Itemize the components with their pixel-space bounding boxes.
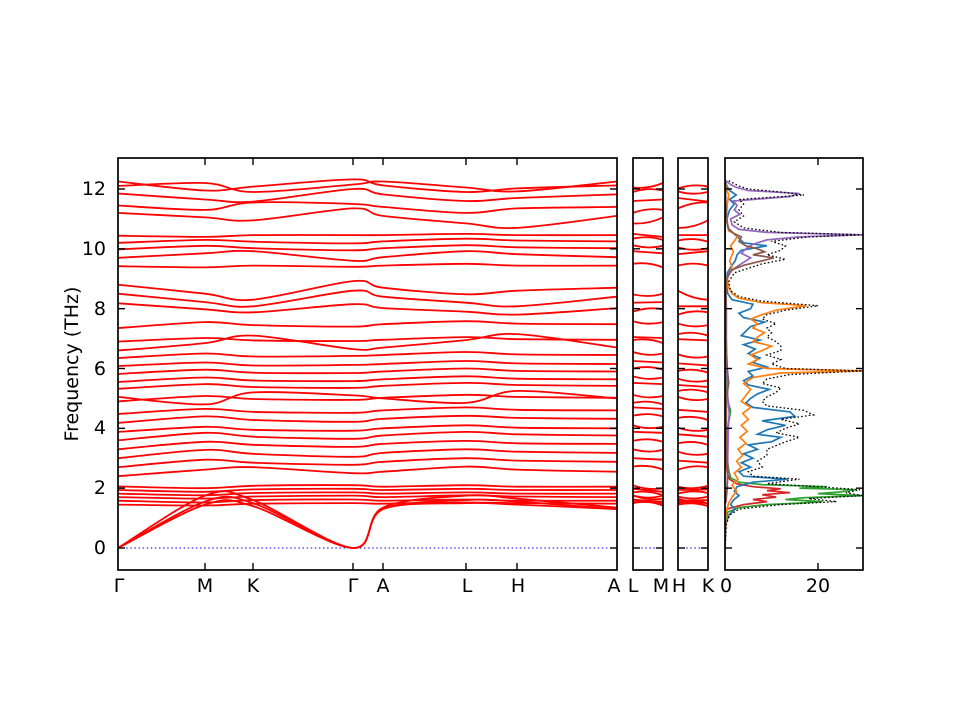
x-tick-h: H [510,575,526,597]
band-structure-LM [633,182,663,507]
x-tick-gamma2: Γ [347,575,359,597]
x-tick-p3-k: K [701,575,715,597]
x-tick-a1: A [376,575,390,597]
x-tick-dos-0: 0 [719,575,733,597]
x-tick-l: L [461,575,473,597]
y-tick-4: 4 [93,417,106,439]
y-tick-6: 6 [93,358,106,380]
y-tick-8: 8 [93,298,106,320]
y-tick-10: 10 [81,238,106,260]
y-tick-2: 2 [93,477,106,499]
x-tick-k: K [246,575,260,597]
x-tick-p2-l: L [627,575,639,597]
x-tick-p2-m: M [652,575,670,597]
density-of-states [725,179,863,549]
x-tick-a2: A [607,575,621,597]
band-structure-HK [678,184,708,507]
pdos-blue [725,179,797,549]
axes-frame [117,157,864,571]
pdos-purple [725,179,863,504]
x-tick-gamma1: Γ [113,575,125,597]
band-structure-main [118,178,617,549]
x-tick-m: M [196,575,214,597]
pdos-brown [725,179,775,504]
y-tick-0: 0 [93,537,106,559]
x-tick-dos-20: 20 [805,575,831,597]
total-dos [725,179,863,549]
y-tick-12: 12 [81,178,106,200]
x-tick-p3-h: H [671,575,687,597]
pdos-orange [725,179,863,549]
